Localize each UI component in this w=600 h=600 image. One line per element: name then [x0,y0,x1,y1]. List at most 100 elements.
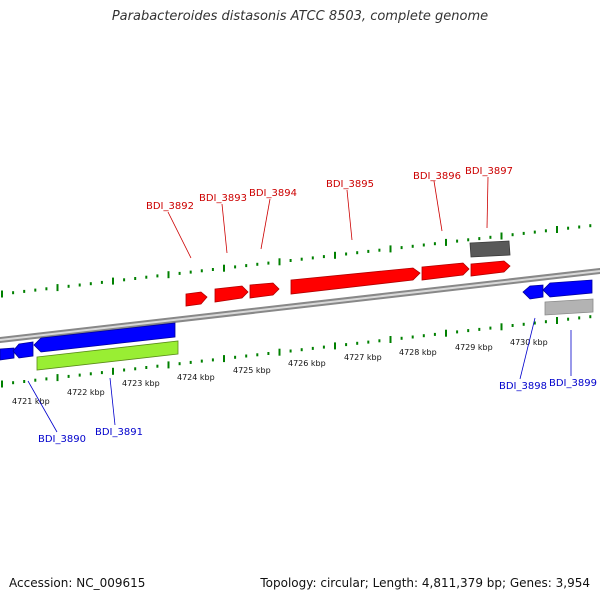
minor-tick [489,235,492,239]
minor-tick [511,324,514,327]
minor-tick [456,239,459,243]
gene-bdi-3899[interactable] [542,279,593,298]
minor-tick [189,270,192,274]
major-tick [278,348,281,356]
minor-tick [589,224,592,228]
minor-tick [67,374,70,378]
minor-tick [345,343,348,347]
minor-tick [134,277,137,280]
minor-tick [234,355,237,359]
minor-tick [245,354,248,358]
forward-gene-track [185,260,511,307]
gene-label-bdi-3891[interactable]: BDI_3891 [95,427,143,438]
minor-tick [267,352,270,355]
highlight-feature[interactable] [36,340,179,371]
gene-bdi-3893[interactable] [214,285,249,303]
gene-bdi-3895[interactable] [290,267,421,295]
major-tick [334,342,336,350]
minor-tick [12,291,15,295]
gene-bdi-3891[interactable] [33,322,176,353]
major-tick [556,317,558,324]
gene-label-bdi-3890[interactable]: BDI_3890 [38,434,86,445]
major-tick [500,323,503,331]
gene-bdi-3890b[interactable] [12,341,34,359]
major-tick [1,380,3,388]
minor-tick [433,242,436,246]
major-tick [445,238,447,246]
gene-bdi-3897[interactable] [470,260,511,277]
forward-tick-track [1,224,592,298]
minor-tick [378,339,381,343]
minor-tick [533,321,536,325]
minor-tick [511,233,514,237]
major-tick [334,251,336,259]
rna-feature-dark[interactable] [469,240,511,258]
kbp-label: 4723 kbp [122,379,160,388]
reverse-gene-track [0,279,593,361]
minor-tick [178,362,181,366]
minor-tick [567,317,570,321]
gene-label-bdi-3894[interactable]: BDI_3894 [249,188,297,199]
major-tick [56,374,59,382]
rna-feature-light[interactable] [544,298,594,316]
gene-bdi-3890[interactable] [0,347,15,361]
minor-tick [123,278,126,282]
minor-tick [145,275,148,279]
gene-label-bdi-3892[interactable]: BDI_3892 [146,201,194,212]
minor-tick [178,271,181,275]
gene-bdi-3898[interactable] [522,284,544,300]
minor-tick [234,265,237,269]
minor-tick [300,257,303,261]
gene-label-bdi-3896[interactable]: BDI_3896 [413,171,461,182]
gene-bdi-3894[interactable] [249,282,280,299]
minor-tick [322,255,325,259]
minor-tick [78,283,81,287]
forward-gene-labels: BDI_3892 BDI_3893 BDI_3894 BDI_3895 BDI_… [146,166,513,259]
major-tick [389,336,392,343]
minor-tick [67,284,70,288]
kbp-label: 4724 kbp [177,373,215,382]
major-tick [445,329,447,337]
minor-tick [311,256,314,260]
minor-tick [578,225,581,229]
minor-tick [34,288,37,292]
gene-label-bdi-3897[interactable]: BDI_3897 [465,166,513,177]
minor-tick [45,377,48,381]
minor-tick [533,230,536,234]
minor-tick [367,249,370,253]
major-tick [556,226,558,233]
minor-tick [200,359,203,363]
minor-tick [378,248,381,252]
gene-bdi-3892[interactable] [185,291,208,307]
minor-tick [422,243,425,247]
major-tick [1,290,3,298]
minor-tick [478,327,481,331]
minor-tick [267,261,270,265]
accession-text: Accession: NC_009615 [9,576,146,590]
minor-tick [256,262,259,266]
gene-bdi-3896[interactable] [421,262,470,281]
minor-tick [422,334,425,338]
kbp-label: 4729 kbp [455,343,493,352]
major-tick [112,367,114,375]
gene-label-bdi-3899[interactable]: BDI_3899 [549,378,597,389]
major-tick [56,284,59,292]
minor-tick [345,252,348,256]
major-tick [167,271,170,279]
minor-tick [23,289,26,293]
genome-summary-text: Topology: circular; Length: 4,811,379 bp… [260,576,590,590]
minor-tick [289,349,292,353]
minor-tick [211,358,214,362]
kbp-label: 4728 kbp [399,348,437,357]
minor-tick [478,237,481,241]
major-tick [167,361,170,369]
gene-label-bdi-3893[interactable]: BDI_3893 [199,193,247,204]
minor-tick [289,259,292,262]
minor-tick [356,341,359,345]
minor-tick [256,353,259,357]
minor-tick [89,282,92,286]
gene-label-bdi-3898[interactable]: BDI_3898 [499,381,547,392]
minor-tick [544,320,547,324]
gene-label-bdi-3895[interactable]: BDI_3895 [326,179,374,190]
kbp-label: 4725 kbp [233,366,271,375]
